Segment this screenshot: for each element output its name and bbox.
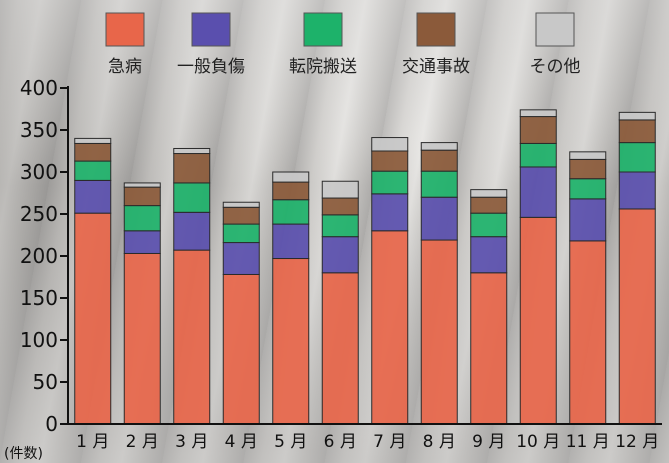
bar-11-0 — [618, 208, 656, 425]
bar-8-4 — [470, 189, 508, 198]
legend-label-4: その他 — [530, 57, 581, 77]
bar-4-1 — [272, 223, 310, 260]
bar-8-3 — [470, 196, 508, 214]
bar-7-1 — [420, 196, 458, 241]
bar-4-3 — [272, 181, 310, 201]
bar-3-4 — [222, 201, 260, 208]
y-tick-label-4: 200 — [20, 244, 58, 268]
bar-9-4 — [519, 109, 557, 118]
bar-11-2 — [618, 142, 656, 173]
y-tick-label-7: 350 — [20, 118, 58, 142]
bar-8-1 — [470, 236, 508, 274]
bar-10-2 — [569, 178, 607, 200]
unit-label: (件数) — [4, 446, 43, 462]
bar-10-4 — [569, 151, 607, 160]
bar-9-3 — [519, 116, 557, 144]
x-tick-label-1: 2 月 — [126, 432, 159, 452]
legend-swatch-1 — [191, 12, 231, 47]
bar-0-0 — [74, 212, 112, 425]
bar-10-1 — [569, 198, 607, 242]
bar-5-3 — [321, 197, 359, 216]
bar-1-1 — [123, 230, 161, 254]
bar-1-2 — [123, 205, 161, 232]
bar-2-1 — [173, 211, 211, 251]
x-tick-label-8: 9 月 — [472, 432, 505, 452]
x-tick-label-11: 12 月 — [615, 432, 659, 452]
bar-2-3 — [173, 153, 211, 184]
y-tick-label-5: 250 — [20, 202, 58, 226]
bar-1-4 — [123, 182, 161, 188]
bar-10-0 — [569, 240, 607, 425]
bar-6-1 — [371, 193, 409, 232]
x-tick-label-9: 10 月 — [516, 432, 560, 452]
bar-11-3 — [618, 119, 656, 144]
bar-3-3 — [222, 206, 260, 225]
x-tick-label-6: 7 月 — [373, 432, 406, 452]
y-tick-label-0: 0 — [45, 412, 58, 436]
bar-4-0 — [272, 258, 310, 425]
bar-5-1 — [321, 236, 359, 274]
x-tick-label-0: 1 月 — [76, 432, 109, 452]
y-tick-label-2: 100 — [20, 328, 58, 352]
y-tick-label-1: 50 — [33, 370, 58, 394]
legend-label-2: 転院搬送 — [289, 57, 357, 77]
bar-2-2 — [173, 182, 211, 213]
bar-11-1 — [618, 171, 656, 210]
y-tick-label-3: 150 — [20, 286, 58, 310]
bar-7-0 — [420, 239, 458, 425]
x-tick-label-7: 8 月 — [423, 432, 456, 452]
x-tick-label-3: 4 月 — [225, 432, 258, 452]
y-tick-label-6: 300 — [20, 160, 58, 184]
bar-8-2 — [470, 212, 508, 238]
bar-5-2 — [321, 214, 359, 238]
legend-label-0: 急病 — [108, 57, 142, 77]
legend-label-3: 交通事故 — [402, 57, 470, 77]
legend-swatch-4 — [535, 12, 575, 47]
bar-4-2 — [272, 199, 310, 225]
bar-4-4 — [272, 171, 310, 183]
legend-swatch-2 — [303, 12, 343, 47]
legend-swatch-0 — [105, 12, 145, 47]
bar-8-0 — [470, 272, 508, 425]
bar-0-1 — [74, 179, 112, 214]
bar-6-3 — [371, 150, 409, 172]
x-tick-label-2: 3 月 — [175, 432, 208, 452]
bar-3-2 — [222, 223, 260, 244]
bar-7-2 — [420, 170, 458, 198]
bar-2-4 — [173, 147, 211, 155]
bar-9-2 — [519, 142, 557, 168]
y-tick-label-8: 400 — [20, 76, 58, 100]
bar-6-0 — [371, 230, 409, 425]
bar-5-4 — [321, 180, 359, 199]
bar-5-0 — [321, 272, 359, 425]
legend-swatch-3 — [416, 12, 456, 47]
bar-1-0 — [123, 252, 161, 425]
bar-6-4 — [371, 137, 409, 152]
x-tick-label-10: 11 月 — [566, 432, 610, 452]
bar-0-4 — [74, 137, 112, 144]
bar-3-1 — [222, 242, 260, 275]
bar-7-3 — [420, 149, 458, 172]
bar-0-3 — [74, 142, 112, 162]
bar-1-3 — [123, 186, 161, 207]
bar-2-0 — [173, 249, 211, 425]
bar-9-0 — [519, 216, 557, 425]
bar-10-3 — [569, 158, 607, 180]
bar-0-2 — [74, 160, 112, 181]
bar-6-2 — [371, 170, 409, 195]
legend-label-1: 一般負傷 — [177, 57, 245, 77]
x-tick-label-4: 5 月 — [274, 432, 307, 452]
bar-3-0 — [222, 273, 260, 425]
bar-11-4 — [618, 111, 656, 121]
bar-9-1 — [519, 166, 557, 218]
x-tick-label-5: 6 月 — [324, 432, 357, 452]
bar-7-4 — [420, 142, 458, 151]
